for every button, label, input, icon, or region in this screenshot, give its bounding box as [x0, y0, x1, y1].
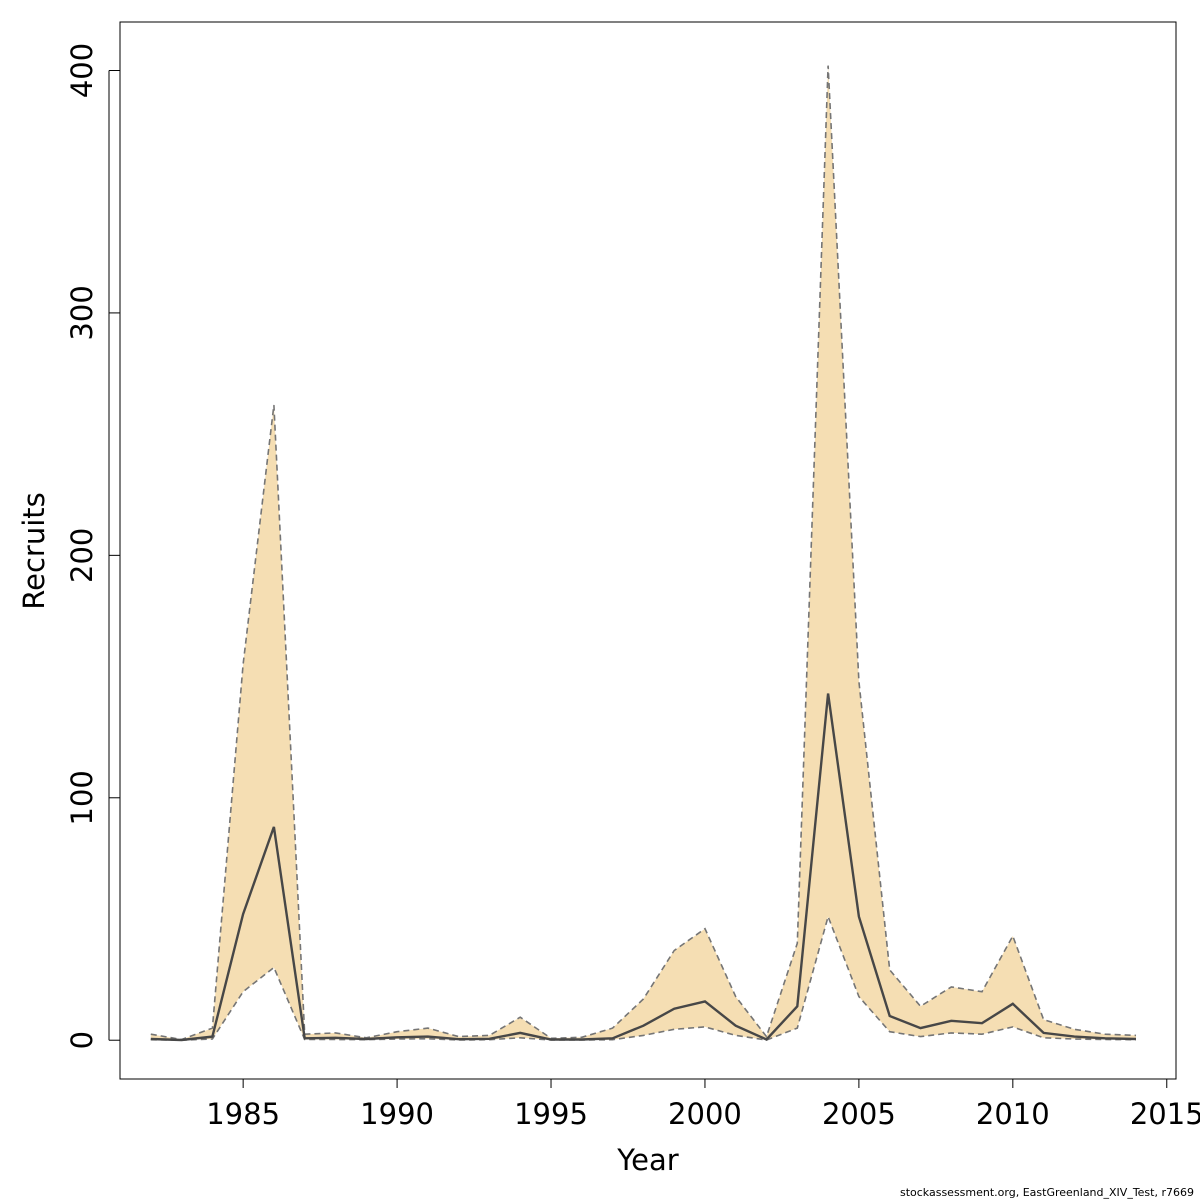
estimate-line-layer	[150, 65, 1137, 1042]
y-tick-label: 200	[65, 528, 99, 583]
footer-credit: stockassessment.org, EastGreenland_XIV_T…	[899, 1186, 1194, 1199]
y-tick-label: 300	[65, 285, 99, 340]
x-tick-label: 2005	[822, 1097, 896, 1131]
x-tick-label: 2000	[668, 1097, 742, 1131]
estimate-line	[150, 693, 1137, 1042]
y-axis-title: Recruits	[17, 492, 51, 609]
x-tick-label: 2010	[976, 1097, 1050, 1131]
y-tick-label: 400	[65, 43, 99, 98]
x-tick-label: 1990	[360, 1097, 434, 1131]
confidence-band	[150, 65, 1137, 1041]
y-tick-label: 100	[65, 770, 99, 825]
upper-bound-line	[150, 65, 1137, 1041]
confidence-band-layer	[150, 65, 1137, 1041]
x-axis-title: Year	[616, 1143, 678, 1177]
x-tick-label: 2015	[1130, 1097, 1200, 1131]
lower-bound-line	[150, 914, 1137, 1041]
x-tick-label: 1985	[206, 1097, 280, 1131]
y-tick-label: 0	[65, 1031, 99, 1049]
y-axis: 0 100 200 300 400	[65, 43, 120, 1049]
x-axis: 1985 1990 1995 2000 2005 2010 2015	[206, 1078, 1200, 1131]
x-tick-label: 1995	[514, 1097, 588, 1131]
